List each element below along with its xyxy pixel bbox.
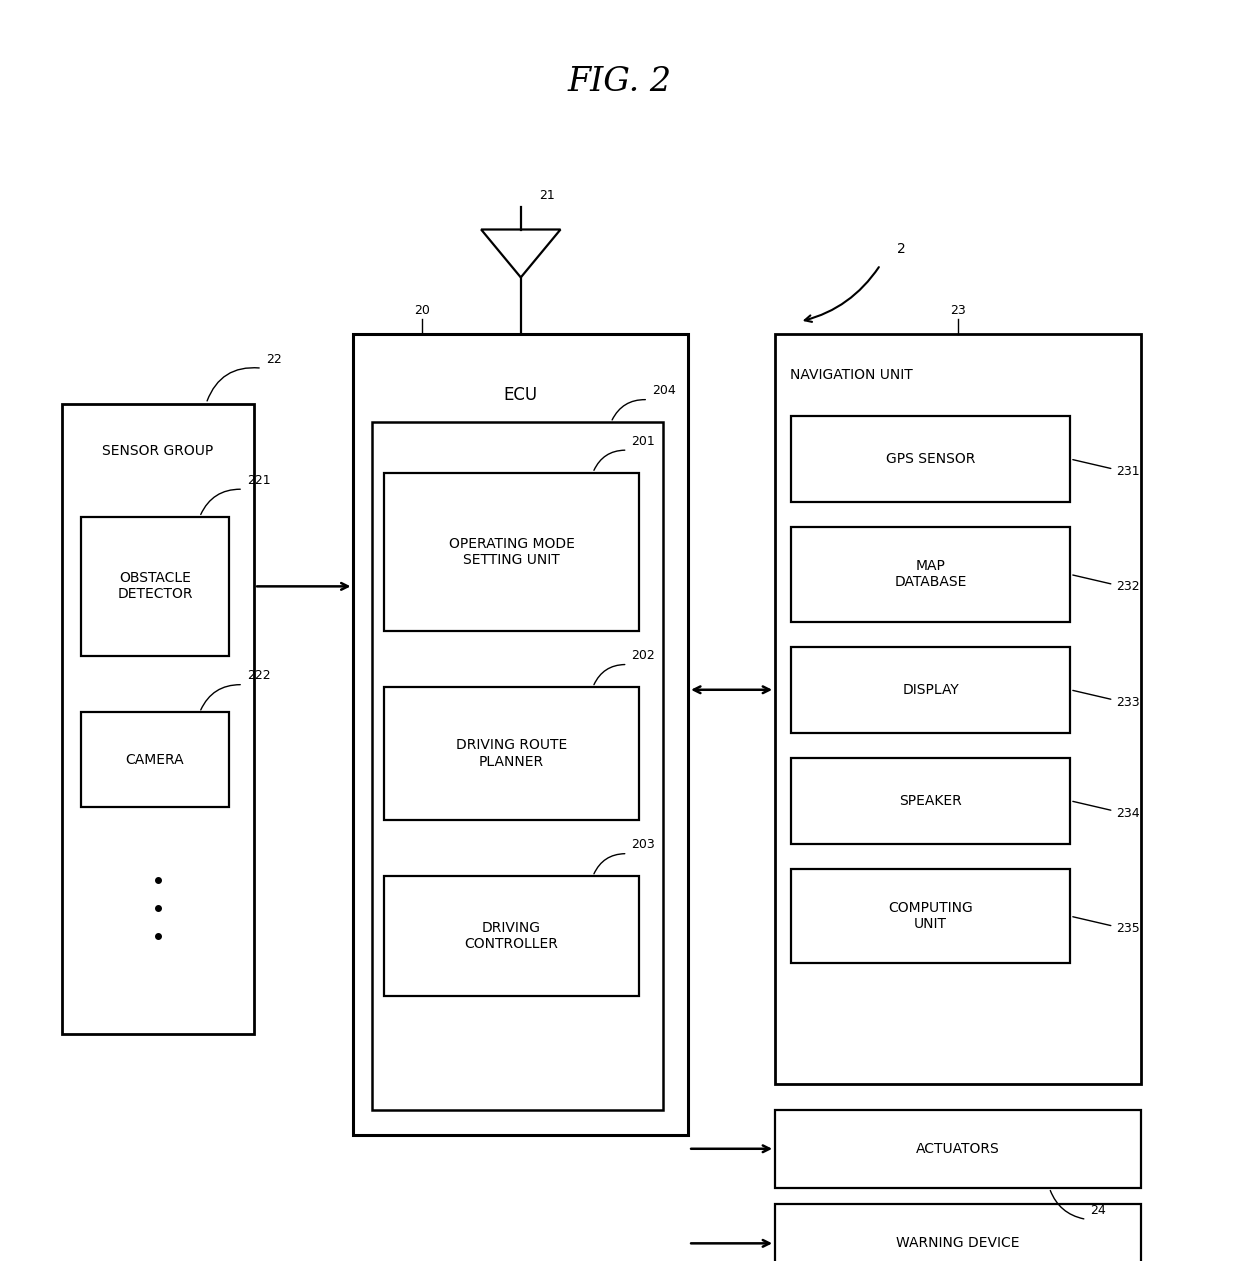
Text: 22: 22 bbox=[265, 353, 281, 366]
Text: GPS SENSOR: GPS SENSOR bbox=[885, 451, 976, 467]
Text: 222: 222 bbox=[247, 670, 270, 682]
Text: 221: 221 bbox=[247, 474, 270, 487]
Text: CAMERA: CAMERA bbox=[125, 753, 185, 767]
Text: 2: 2 bbox=[897, 242, 905, 256]
Text: DISPLAY: DISPLAY bbox=[903, 682, 959, 697]
Bar bbox=[384, 687, 639, 820]
Bar bbox=[62, 404, 254, 1034]
Text: SENSOR GROUP: SENSOR GROUP bbox=[103, 444, 213, 459]
Bar bbox=[775, 1204, 1141, 1261]
Text: 202: 202 bbox=[631, 649, 655, 662]
Text: NAVIGATION UNIT: NAVIGATION UNIT bbox=[790, 367, 913, 382]
Bar bbox=[791, 416, 1070, 502]
Bar bbox=[791, 527, 1070, 622]
Bar bbox=[353, 334, 688, 1135]
Bar bbox=[372, 422, 663, 1110]
Bar bbox=[791, 647, 1070, 733]
Text: 23: 23 bbox=[950, 304, 966, 317]
Text: FIG. 2: FIG. 2 bbox=[568, 66, 672, 98]
Text: OPERATING MODE
SETTING UNIT: OPERATING MODE SETTING UNIT bbox=[449, 537, 574, 566]
Bar bbox=[384, 876, 639, 996]
Bar bbox=[384, 473, 639, 630]
Text: 235: 235 bbox=[1116, 922, 1140, 936]
Text: 21: 21 bbox=[539, 189, 556, 202]
Text: 20: 20 bbox=[414, 304, 429, 317]
Text: 204: 204 bbox=[652, 385, 676, 397]
Text: 201: 201 bbox=[631, 435, 655, 448]
Text: 233: 233 bbox=[1116, 696, 1140, 709]
Bar bbox=[81, 517, 229, 656]
Bar bbox=[791, 758, 1070, 844]
Text: 24: 24 bbox=[1090, 1204, 1106, 1217]
Bar bbox=[81, 712, 229, 807]
Text: 234: 234 bbox=[1116, 807, 1140, 820]
Text: OBSTACLE
DETECTOR: OBSTACLE DETECTOR bbox=[118, 571, 192, 601]
Text: SPEAKER: SPEAKER bbox=[899, 793, 962, 808]
Text: ACTUATORS: ACTUATORS bbox=[916, 1141, 999, 1156]
Text: 232: 232 bbox=[1116, 580, 1140, 594]
Bar bbox=[791, 869, 1070, 963]
Text: COMPUTING
UNIT: COMPUTING UNIT bbox=[888, 902, 973, 931]
Text: 203: 203 bbox=[631, 839, 655, 851]
Text: DRIVING
CONTROLLER: DRIVING CONTROLLER bbox=[465, 922, 558, 951]
Text: 231: 231 bbox=[1116, 465, 1140, 478]
Text: MAP
DATABASE: MAP DATABASE bbox=[894, 560, 967, 589]
Text: DRIVING ROUTE
PLANNER: DRIVING ROUTE PLANNER bbox=[456, 739, 567, 768]
Bar bbox=[775, 1110, 1141, 1188]
Bar bbox=[775, 334, 1141, 1084]
Text: WARNING DEVICE: WARNING DEVICE bbox=[897, 1236, 1019, 1251]
Text: ECU: ECU bbox=[503, 386, 538, 404]
